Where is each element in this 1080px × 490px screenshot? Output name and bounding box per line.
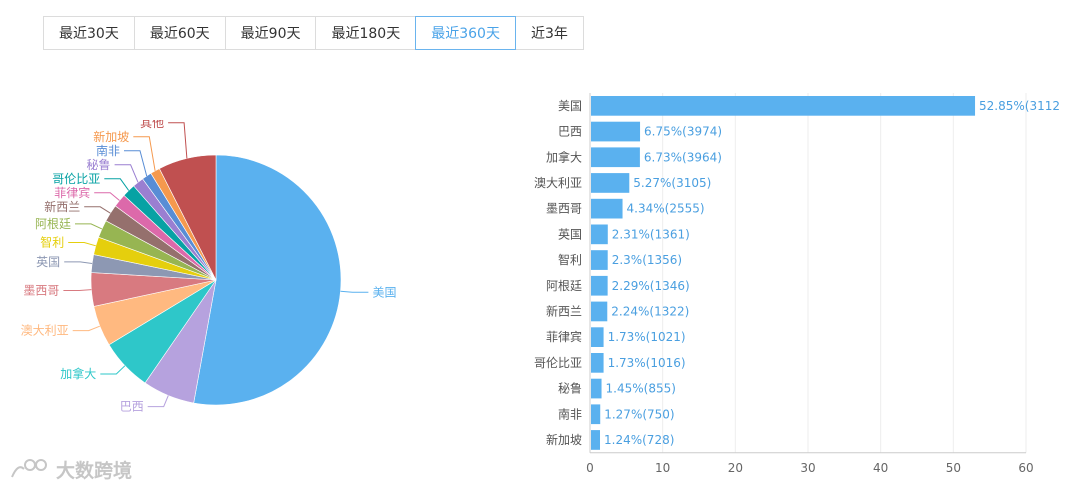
pie-slice[interactable] <box>193 154 342 406</box>
pie-slice-label: 阿根廷 <box>35 217 71 231</box>
y-category-label: 哥伦比亚 <box>534 355 582 370</box>
bar-data-label: 5.27%(3105) <box>633 176 711 190</box>
bar-data-label: 2.31%(1361) <box>612 227 690 241</box>
bar-data-label: 2.24%(1322) <box>611 304 689 318</box>
pie-label-line <box>63 289 92 291</box>
pie-slice-label: 新西兰 <box>44 199 80 214</box>
pie-slice-label: 巴西 <box>120 400 144 414</box>
pie-label-line <box>68 242 96 247</box>
bar[interactable] <box>591 275 608 296</box>
x-tick-label: 10 <box>655 461 670 475</box>
watermark: 大数跨境 <box>8 455 148 489</box>
pie-label-line <box>133 136 156 171</box>
pie-label-line <box>100 365 126 375</box>
x-tick-label: 30 <box>800 461 815 475</box>
bar-data-label: 4.34%(2555) <box>627 202 705 216</box>
x-tick-label: 0 <box>586 461 594 475</box>
bar-data-label: 1.24%(728) <box>604 433 674 447</box>
x-tick-label: 50 <box>946 461 961 475</box>
pie-label-line <box>84 206 111 214</box>
country-bar-chart: 0 10 20 30 40 50 60 美国 52.85%(31123) 巴西 6.75%(3974… <box>534 93 1060 475</box>
x-tick-label: 40 <box>873 461 888 475</box>
tab-60-days[interactable]: 最近60天 <box>133 16 226 50</box>
pie-label-line <box>72 325 100 332</box>
y-category-label: 澳大利亚 <box>534 176 582 190</box>
bar-data-label: 1.73%(1016) <box>608 356 686 370</box>
y-category-label: 秘鲁 <box>558 382 582 396</box>
y-category-label: 智利 <box>558 252 582 267</box>
y-category-label: 英国 <box>558 227 582 241</box>
x-tick-label: 60 <box>1018 461 1033 475</box>
bar-data-label: 6.73%(3964) <box>644 150 722 164</box>
pie-label-line <box>124 150 148 177</box>
bar[interactable] <box>591 121 641 142</box>
pie-label-line <box>64 261 93 264</box>
bar-data-label: 1.27%(750) <box>604 407 674 421</box>
bar-data-label: 2.3%(1356) <box>612 253 682 267</box>
y-category-label: 巴西 <box>558 125 582 139</box>
y-category-label: 墨西哥 <box>546 202 582 216</box>
pie-label-line <box>75 223 103 230</box>
pie-slice-label: 秘鲁 <box>87 158 111 172</box>
tab-90-days[interactable]: 最近90天 <box>224 16 317 50</box>
bar[interactable] <box>591 404 601 425</box>
y-category-label: 美国 <box>558 99 582 113</box>
bar[interactable] <box>591 96 976 116</box>
bar[interactable] <box>591 147 640 168</box>
bar-data-label: 2.29%(1346) <box>612 279 690 293</box>
pie-label-line <box>104 178 130 191</box>
pie-label-line <box>168 122 188 159</box>
bar[interactable] <box>591 198 623 219</box>
pie-slice-label: 加拿大 <box>60 366 96 381</box>
watermark-text: 大数跨境 <box>56 459 132 482</box>
x-tick-label: 20 <box>728 461 743 475</box>
tab-180-days[interactable]: 最近180天 <box>315 16 417 50</box>
pie-label-line <box>340 290 369 293</box>
tab-3-years[interactable]: 近3年 <box>514 16 584 50</box>
y-category-label: 新加坡 <box>546 432 582 447</box>
bar[interactable] <box>591 224 608 245</box>
bar-data-label: 1.73%(1021) <box>608 330 686 344</box>
y-category-label: 阿根廷 <box>546 279 582 293</box>
pie-label-line <box>147 395 169 408</box>
pie-slice-label: 新加坡 <box>93 129 129 144</box>
bar-data-label: 6.75%(3974) <box>644 125 722 139</box>
bar[interactable] <box>591 250 608 270</box>
bar-data-label: 1.45%(855) <box>606 382 676 396</box>
tab-360-days[interactable]: 最近360天 <box>415 16 516 50</box>
bar[interactable] <box>591 353 604 373</box>
y-category-label: 南非 <box>558 406 582 421</box>
tab-30-days[interactable]: 最近30天 <box>43 16 135 50</box>
pie-slice-label: 澳大利亚 <box>21 324 69 338</box>
pie-slice-label: 哥伦比亚 <box>52 171 100 186</box>
pie-slice-label: 南非 <box>96 143 120 158</box>
pie-slice-label: 智利 <box>40 234 64 249</box>
pie-slice-label: 美国 <box>372 285 396 299</box>
pie-slice-label: 菲律宾 <box>54 185 90 200</box>
pie-label-line <box>94 192 120 201</box>
time-range-tabs: 最近30天 最近60天 最近90天 最近180天 最近360天 近3年 <box>43 16 584 50</box>
pie-slice-label: 英国 <box>36 255 60 269</box>
bar[interactable] <box>591 301 608 322</box>
y-category-label: 新西兰 <box>546 303 582 318</box>
pie-slice[interactable] <box>158 154 217 281</box>
y-category-label: 菲律宾 <box>546 329 582 344</box>
pie-slice-label: 其他 <box>140 120 164 130</box>
bar[interactable] <box>591 378 602 399</box>
pie-label-line <box>114 164 139 183</box>
bar-data-label: 52.85%(31123) <box>979 99 1060 113</box>
bar[interactable] <box>591 173 630 193</box>
bar[interactable] <box>591 430 601 450</box>
bar[interactable] <box>591 327 604 347</box>
pie-slice-label: 墨西哥 <box>23 283 59 297</box>
y-category-label: 加拿大 <box>546 149 582 164</box>
logo-icon <box>11 459 47 478</box>
